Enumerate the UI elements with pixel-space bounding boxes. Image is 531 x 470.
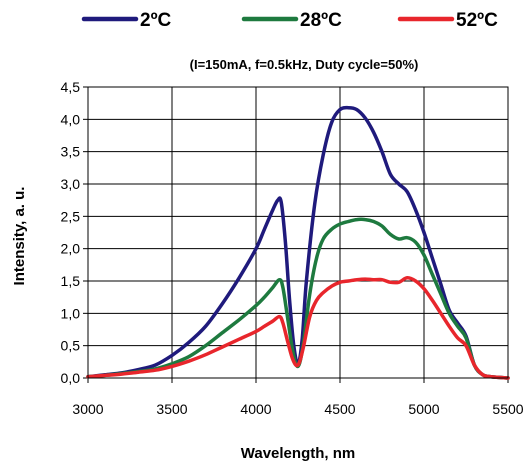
y-tick-label: 0,0 xyxy=(61,370,81,386)
grid xyxy=(88,87,508,378)
y-tick-label: 4,0 xyxy=(61,111,81,127)
legend-label-2: 28ºC xyxy=(300,10,342,31)
series-line-3 xyxy=(86,276,510,380)
y-tick-label: 2,0 xyxy=(61,241,81,257)
plot-frame xyxy=(87,86,509,379)
y-tick-label: 3,0 xyxy=(61,176,81,192)
y-tick-label: 3,5 xyxy=(61,144,81,160)
y-tick-label: 1,0 xyxy=(61,305,81,321)
legend-label-1: 2ºC xyxy=(140,10,172,31)
y-tick-label: 1,5 xyxy=(61,273,81,289)
x-tick-label: 3000 xyxy=(72,401,103,417)
legend-label-3: 52ºC xyxy=(456,10,498,31)
x-tick-label: 4000 xyxy=(240,401,271,417)
series-group xyxy=(86,105,510,380)
x-axis-label: Wavelength, nm xyxy=(241,445,355,462)
x-axis-ticks: 3000 3500 4000 4500 5000 5500 xyxy=(72,378,524,417)
chart-subtitle: (I=150mA, f=0.5kHz, Duty cycle=50%) xyxy=(190,57,419,72)
y-tick-label: 2,5 xyxy=(61,208,81,224)
y-axis-ticks: 0,0 0,5 1,0 1,5 2,0 2,5 3,0 3,5 4,0 4,5 xyxy=(61,79,88,386)
x-tick-label: 3500 xyxy=(156,401,187,417)
y-tick-label: 4,5 xyxy=(61,79,81,95)
x-tick-label: 4500 xyxy=(324,401,355,417)
y-tick-label: 0,5 xyxy=(61,338,81,354)
y-axis-label: Intensity, a. u. xyxy=(11,187,28,286)
x-tick-label: 5500 xyxy=(492,401,523,417)
x-tick-label: 5000 xyxy=(408,401,439,417)
legend: 2ºC 28ºC 52ºC xyxy=(81,10,498,31)
series-line-1 xyxy=(86,105,510,380)
series-line-2 xyxy=(86,217,510,380)
